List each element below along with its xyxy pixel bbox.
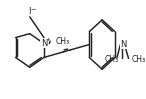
- Text: I: I: [28, 7, 31, 16]
- Text: CH₃: CH₃: [55, 37, 70, 46]
- Text: N: N: [41, 39, 47, 48]
- Text: −: −: [31, 6, 36, 11]
- Text: CH₃: CH₃: [131, 55, 145, 64]
- Text: N: N: [121, 40, 127, 49]
- Text: CH₃: CH₃: [104, 55, 118, 64]
- Text: +: +: [46, 37, 50, 42]
